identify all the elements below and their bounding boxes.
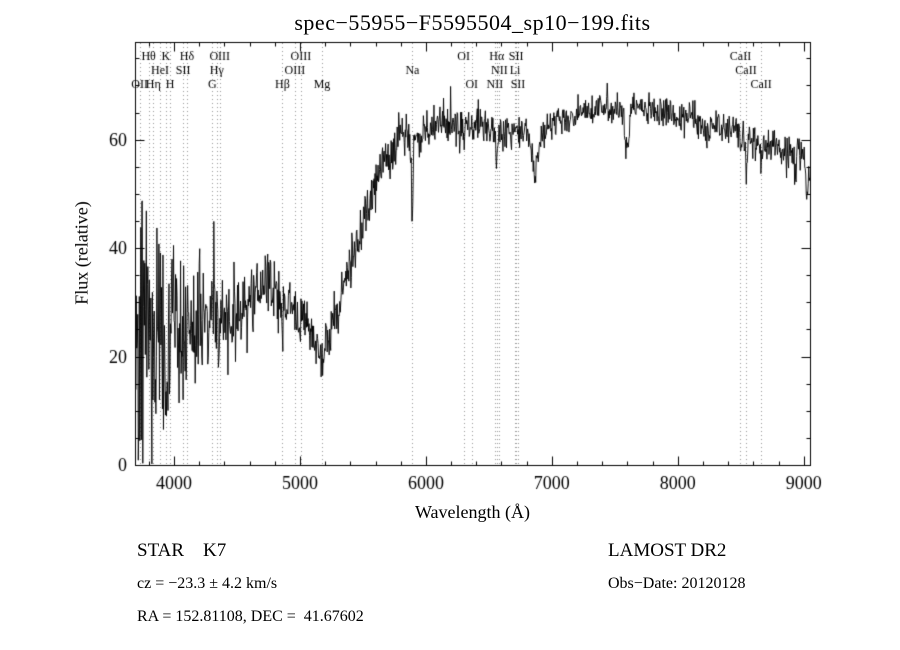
coordinates-label: RA = 152.81108, DEC = 41.67602 <box>137 608 364 625</box>
y-axis-label: Flux (relative) <box>71 201 92 305</box>
obs-date-label: Obs−Date: 20120128 <box>608 575 746 592</box>
survey-label: LAMOST DR2 <box>608 540 727 561</box>
object-class-label: STAR K7 <box>137 540 227 561</box>
plot-title: spec−55955−F5595504_sp10−199.fits <box>294 10 651 35</box>
x-axis-label: Wavelength (Å) <box>414 502 530 522</box>
velocity-label: cz = −23.3 ± 4.2 km/s <box>137 575 278 592</box>
